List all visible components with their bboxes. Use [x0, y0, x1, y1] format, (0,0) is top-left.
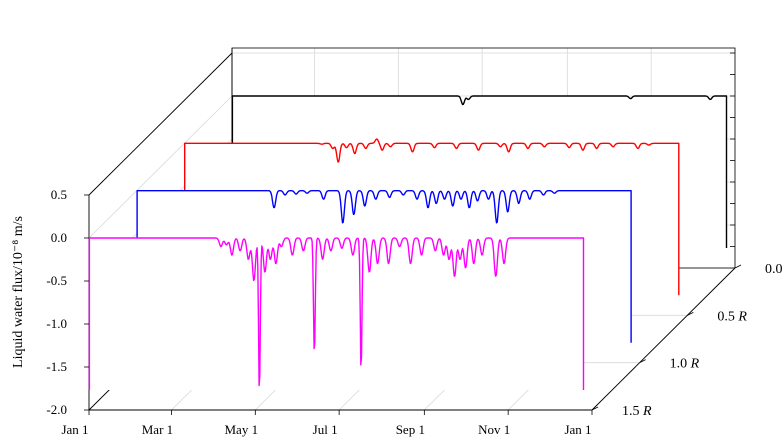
x-tick-label: May 1 — [224, 422, 258, 437]
depth-tick — [687, 311, 694, 316]
series-line-1.5R — [88, 237, 585, 390]
x-tick-label: Nov 1 — [478, 422, 510, 437]
x-tick-label: Jul 1 — [313, 422, 338, 437]
frame-edge — [88, 52, 233, 196]
x-tick-label: Sep 1 — [396, 422, 425, 437]
depth-tick — [734, 264, 742, 269]
depth-tick — [591, 406, 599, 411]
y-tick-label: -2.0 — [46, 402, 67, 417]
side-wall-grid — [88, 95, 233, 239]
tick-layer: 0.5 0.0 -0.5 -1.0 -1.5 -2.0 Jan 1 Mar 1 May 1 Jul… — [46, 187, 782, 437]
depth-tick-label: 0.5 R — [717, 309, 747, 324]
depth-tick-label: 1.0 R — [670, 357, 700, 372]
y-tick-label: -1.0 — [46, 316, 67, 331]
x-tick-label: Mar 1 — [142, 422, 173, 437]
x-tick-label: Jan 1 — [564, 422, 591, 437]
y-tick-label: 0.5 — [51, 187, 67, 202]
y-tick-label: -1.5 — [46, 359, 67, 374]
x-tick-label: Jan 1 — [61, 422, 88, 437]
frame-edge — [591, 267, 736, 411]
y-tick-label: 0.0 — [51, 230, 67, 245]
y-tick-label: -0.5 — [46, 273, 67, 288]
y-axis-title-text: Liquid water flux/10⁻⁸ m/s — [11, 216, 26, 368]
y-axis-title: Liquid water flux/10⁻⁸ m/s — [11, 216, 26, 368]
depth-tick — [639, 359, 646, 364]
depth-tick-label: 0.0 R — [765, 262, 782, 277]
depth-tick-label: 1.5 R — [622, 404, 652, 419]
series-layer — [88, 95, 728, 390]
